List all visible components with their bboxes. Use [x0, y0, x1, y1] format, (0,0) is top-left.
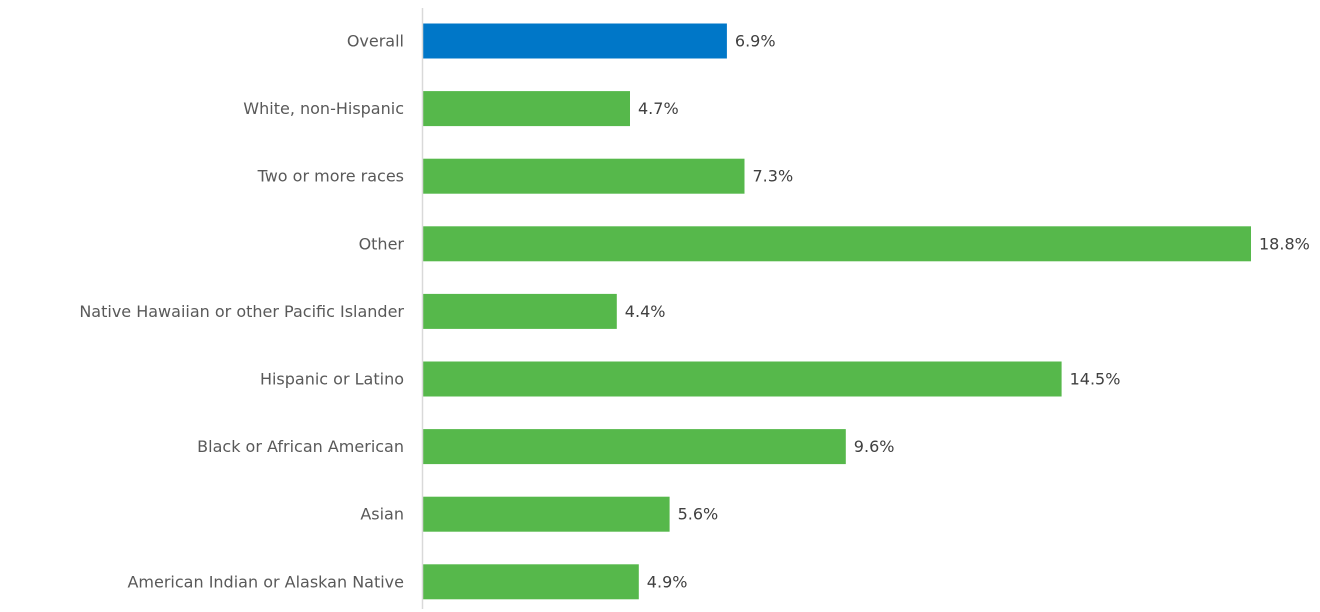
bar-0	[423, 23, 727, 59]
bar-4	[423, 293, 617, 329]
category-label: Black or African American	[197, 437, 404, 456]
category-label: American Indian or Alaskan Native	[127, 572, 404, 591]
category-label: Hispanic or Latino	[260, 370, 404, 389]
value-label: 18.8%	[1259, 234, 1310, 253]
bar-3	[423, 226, 1251, 262]
value-label: 5.6%	[678, 505, 719, 524]
value-label: 4.7%	[638, 99, 679, 118]
category-label: Asian	[360, 505, 404, 524]
bar-7	[423, 496, 670, 532]
bars-group	[423, 23, 1251, 600]
value-label: 9.6%	[854, 437, 895, 456]
value-label: 4.9%	[647, 572, 688, 591]
bar-6	[423, 429, 846, 465]
value-label: 6.9%	[735, 32, 776, 51]
bar-8	[423, 564, 639, 600]
value-label: 7.3%	[753, 167, 794, 186]
bar-5	[423, 361, 1062, 397]
value-label: 14.5%	[1070, 370, 1121, 389]
bar-2	[423, 158, 745, 194]
value-label: 4.4%	[625, 302, 666, 321]
value-labels-group: 6.9% 4.7% 7.3% 18.8% 4.4% 14.5% 9.6% 5.6% 4.9%	[625, 32, 1310, 592]
category-label: Native Hawaiian or other Pacific Islande…	[79, 302, 404, 321]
category-label: Other	[359, 234, 405, 253]
bar-1	[423, 91, 630, 127]
category-label: White, non-Hispanic	[243, 99, 404, 118]
category-label: Two or more races	[257, 167, 404, 186]
category-label: Overall	[347, 32, 404, 51]
category-labels-group: Overall White, non-Hispanic Two or more ra…	[79, 32, 404, 592]
